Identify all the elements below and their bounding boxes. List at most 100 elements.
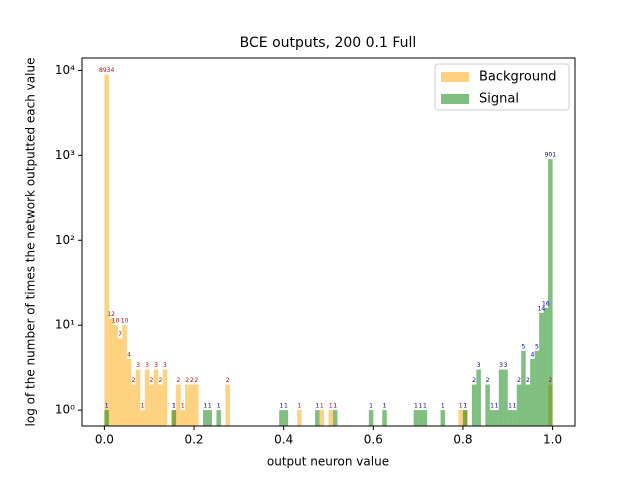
legend-swatch	[441, 94, 469, 104]
bar	[104, 410, 109, 426]
bar	[382, 410, 387, 426]
bar	[207, 410, 212, 426]
bar	[548, 159, 553, 426]
bar	[368, 410, 374, 426]
value-label: 1	[418, 403, 422, 410]
value-label: 1	[297, 403, 301, 410]
value-label: 1	[333, 403, 337, 410]
x-axis-label: output neuron value	[267, 455, 389, 469]
bar	[471, 384, 477, 426]
value-label: 5	[535, 343, 539, 350]
value-label: 1	[280, 403, 284, 410]
value-label: 3	[504, 362, 508, 369]
bar	[422, 410, 428, 426]
bar	[328, 410, 333, 426]
bar	[203, 410, 208, 426]
x-tick-label: 0.0	[95, 433, 114, 447]
bar	[543, 307, 549, 426]
x-tick-label: 0.6	[364, 433, 383, 447]
bar	[498, 369, 504, 426]
bar	[176, 384, 181, 426]
legend-label: Background	[479, 70, 557, 85]
value-label: 1	[172, 403, 176, 410]
bar	[525, 384, 531, 426]
bar	[144, 369, 150, 426]
value-label: 10	[121, 318, 129, 325]
value-label: 1	[490, 403, 494, 410]
value-label: 2	[132, 377, 136, 384]
value-label: 1	[203, 403, 207, 410]
bar	[516, 384, 522, 426]
y-tick-label: 10²	[55, 233, 75, 247]
value-label: 901	[545, 152, 557, 159]
value-label: 1	[495, 403, 499, 410]
value-label: 2	[548, 377, 552, 384]
value-label: 2	[159, 377, 163, 384]
bar	[458, 410, 463, 426]
value-label: 1	[105, 403, 109, 410]
value-label: 1	[463, 403, 467, 410]
y-axis-label: log of the number of times the network o…	[24, 58, 38, 427]
x-tick-label: 0.4	[274, 433, 293, 447]
value-label: 1	[508, 403, 512, 410]
bar	[530, 358, 535, 426]
value-label: 1	[284, 403, 288, 410]
bar	[440, 410, 446, 426]
bar	[185, 384, 190, 426]
value-label: 2	[517, 377, 521, 384]
legend-swatch	[441, 72, 469, 82]
bar	[462, 410, 468, 426]
value-label: 5	[522, 343, 526, 350]
bar	[126, 358, 132, 426]
bar	[521, 350, 526, 426]
bar	[153, 369, 159, 426]
value-label: 10	[112, 318, 120, 325]
value-label: 1	[513, 403, 517, 410]
bar	[539, 312, 544, 426]
bar	[189, 384, 195, 426]
value-label: 2	[185, 377, 189, 384]
bar	[507, 410, 513, 426]
y-tick-label: 10⁴	[55, 63, 75, 77]
value-label: 7	[118, 331, 122, 338]
bar	[113, 325, 118, 426]
bar	[512, 410, 517, 426]
x-tick-label: 1.0	[543, 433, 562, 447]
value-label: 1	[141, 403, 145, 410]
value-label: 1	[369, 403, 373, 410]
value-label: 1	[423, 403, 427, 410]
value-label: 1	[320, 403, 324, 410]
value-label: 4	[531, 351, 535, 358]
bar	[122, 325, 127, 426]
axes-frame	[81, 57, 576, 427]
bar	[418, 410, 423, 426]
value-label: 2	[486, 377, 490, 384]
value-label: 2	[176, 377, 180, 384]
bar	[225, 384, 230, 426]
value-label: 16	[542, 300, 550, 307]
bar	[104, 74, 109, 427]
legend-label: Signal	[479, 92, 519, 107]
bar	[108, 318, 114, 426]
value-label: 1	[217, 403, 221, 410]
y-tick-label: 10³	[55, 148, 75, 162]
bar	[315, 410, 320, 426]
bar	[534, 350, 540, 426]
bar	[485, 384, 490, 426]
bar	[140, 410, 145, 426]
value-label: 8934	[99, 67, 114, 74]
value-label: 3	[154, 362, 158, 369]
bar	[413, 410, 419, 426]
value-label: 1	[414, 403, 418, 410]
y-tick-label: 10⁰	[55, 403, 75, 417]
bar	[171, 410, 177, 426]
bar	[332, 410, 338, 426]
bar	[489, 410, 495, 426]
value-label: 2	[526, 377, 530, 384]
bar	[476, 369, 481, 426]
bar	[180, 410, 186, 426]
value-label: 3	[477, 362, 481, 369]
value-label: 1	[383, 403, 387, 410]
value-label: 1	[441, 403, 445, 410]
